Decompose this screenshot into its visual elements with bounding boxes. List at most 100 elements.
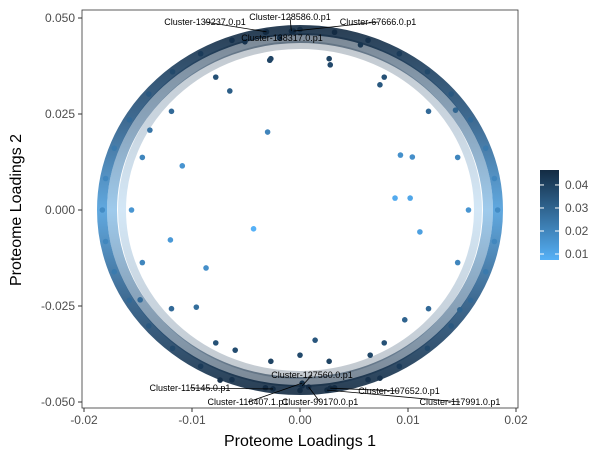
label-leader-line — [247, 382, 303, 403]
data-point — [454, 259, 461, 266]
data-point — [465, 207, 472, 213]
data-point — [417, 229, 423, 235]
data-point — [367, 352, 374, 358]
point-label: Cluster-67666.0.p1 — [340, 17, 417, 27]
label-leader-line — [326, 389, 461, 403]
data-point — [491, 238, 498, 245]
data-point — [392, 195, 398, 201]
data-point — [146, 91, 152, 97]
data-point — [168, 305, 175, 312]
data-point — [126, 116, 133, 123]
label-leader-line — [308, 386, 321, 403]
data-point — [397, 152, 404, 158]
legend-tick-label: 0.01 — [565, 247, 589, 261]
label-leader-line — [301, 374, 313, 387]
data-point — [264, 129, 271, 135]
data-point — [312, 337, 318, 343]
data-point — [467, 116, 474, 123]
y-tick-label: -0.050 — [41, 395, 75, 409]
data-point — [365, 37, 371, 44]
data-point — [377, 82, 383, 88]
y-tick-label: 0.000 — [45, 203, 75, 217]
legend-tick-label: 0.03 — [565, 201, 589, 215]
label-leader-line — [189, 387, 274, 390]
data-point — [242, 39, 248, 45]
data-point — [102, 238, 109, 245]
data-point — [365, 376, 371, 383]
data-point — [482, 269, 489, 275]
data-point — [146, 323, 152, 329]
data-point — [425, 108, 432, 115]
data-point — [326, 358, 332, 365]
label-leader-line — [204, 21, 267, 33]
data-point — [169, 68, 176, 75]
data-point — [169, 345, 176, 352]
data-point — [232, 347, 238, 353]
data-point — [297, 387, 303, 394]
data-point — [297, 26, 303, 33]
y-tick-label: 0.025 — [45, 107, 75, 121]
data-point — [452, 107, 459, 113]
data-point — [331, 29, 338, 36]
data-point — [491, 175, 498, 182]
color-legend: 0.04 0.03 0.02 0.01 — [540, 170, 589, 261]
x-tick-label: 0.02 — [504, 413, 528, 427]
data-point — [381, 74, 388, 80]
data-point — [128, 207, 135, 213]
x-tick-label: -0.02 — [70, 413, 98, 427]
data-point — [396, 50, 403, 57]
y-tick-label: 0.050 — [45, 11, 75, 25]
data-point — [102, 175, 109, 182]
legend-colorbar — [540, 170, 559, 260]
data-point — [424, 68, 431, 75]
data-point — [139, 259, 146, 266]
data-point — [229, 37, 235, 44]
point-label: Cluster-138317.0.p1 — [241, 33, 323, 43]
data-point — [377, 375, 383, 381]
data-point — [331, 384, 338, 391]
data-point — [409, 154, 416, 160]
data-point — [454, 154, 461, 161]
point-label: Cluster-117991.0.p1 — [420, 397, 501, 407]
data-point — [357, 42, 364, 48]
data-point — [197, 363, 204, 370]
x-tick-label: 0.01 — [396, 413, 420, 427]
data-point — [266, 57, 273, 64]
data-point — [268, 358, 274, 365]
data-point — [467, 297, 474, 304]
data-point — [111, 269, 118, 275]
data-point — [448, 91, 455, 97]
data-point — [262, 384, 269, 391]
data-point — [137, 297, 143, 303]
data-point — [424, 345, 431, 352]
x-axis-title: Proteome Loadings 1 — [224, 433, 376, 450]
data-point — [327, 62, 334, 68]
data-point — [212, 74, 219, 80]
point-label: Cluster-107652.0.p1 — [358, 386, 440, 396]
data-point — [212, 340, 219, 346]
data-point — [457, 307, 463, 313]
point-label: Cluster-99170.0.p1 — [282, 397, 359, 407]
point-label: Cluster-139237.0.p1 — [164, 17, 246, 27]
point-label: Cluster-128586.0.p1 — [249, 12, 331, 22]
data-point — [250, 226, 257, 232]
data-point — [203, 265, 209, 271]
x-tick-label: -0.01 — [178, 413, 206, 427]
data-point — [111, 145, 118, 151]
plot-panel — [81, 9, 519, 409]
x-tick-label: 0.00 — [288, 413, 312, 427]
data-point — [126, 297, 133, 304]
data-point — [147, 127, 153, 133]
dense-band-ring — [118, 41, 482, 379]
point-label: Cluster-115145.0.p1 — [150, 383, 231, 393]
label-leader-line — [330, 387, 400, 392]
data-point — [99, 207, 106, 213]
legend-tick-label: 0.02 — [565, 224, 589, 238]
data-point — [193, 304, 200, 310]
data-point — [197, 50, 204, 57]
data-point — [401, 317, 408, 323]
data-point — [381, 340, 388, 346]
data-point — [494, 207, 501, 213]
data-point — [229, 376, 235, 383]
